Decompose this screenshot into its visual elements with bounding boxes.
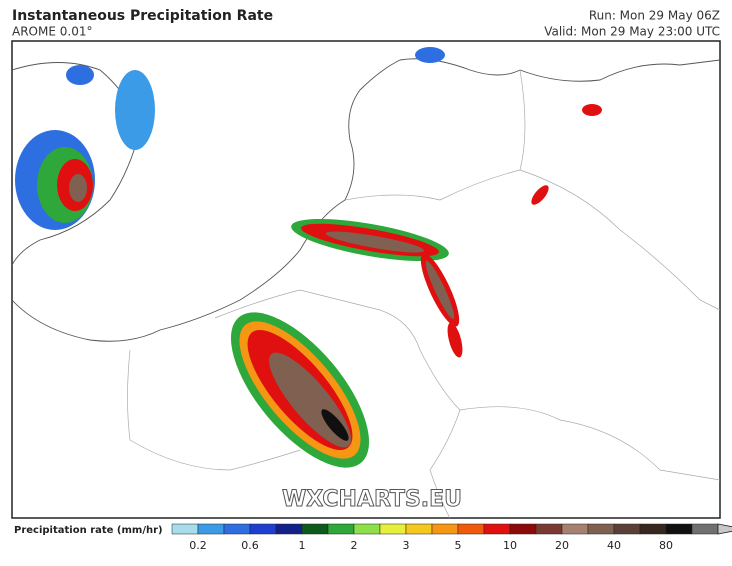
precipitation [15, 47, 602, 468]
run-time: Run: Mon 29 May 06Z [589, 9, 720, 23]
colorbar-tick-label: 0.6 [241, 539, 259, 552]
colorbar-swatch [509, 523, 537, 535]
colorbar-swatch [275, 523, 303, 535]
coastlines [11, 58, 721, 342]
colorbar-swatch [171, 523, 199, 535]
colorbar-tick-label: 5 [455, 539, 462, 552]
legend-label: Precipitation rate (mm/hr) [14, 525, 163, 536]
colorbar-tick-label: 20 [555, 539, 569, 552]
colorbar-swatch [483, 523, 511, 535]
colorbar-arrow [717, 523, 732, 535]
colorbar-tick-label: 80 [659, 539, 673, 552]
borders [127, 69, 721, 519]
colorbar-tick-label: 3 [403, 539, 410, 552]
colorbar-swatch [535, 523, 563, 535]
colorbar-swatch [431, 523, 459, 535]
watermark: WXCHARTS.EU [282, 487, 462, 512]
colorbar-swatch [197, 523, 225, 535]
colorbar-swatch [457, 523, 485, 535]
colorbar-tick-label: 0.2 [189, 539, 207, 552]
colorbar-tick-label: 10 [503, 539, 517, 552]
colorbar-swatch [587, 523, 615, 535]
colorbar-swatch [379, 523, 407, 535]
valid-time: Valid: Mon 29 May 23:00 UTC [544, 25, 720, 39]
title: Instantaneous Precipitation Rate [12, 8, 273, 24]
colorbar-swatch [353, 523, 381, 535]
colorbar-swatch [639, 523, 667, 535]
colorbar-swatch [665, 523, 693, 535]
colorbar-tick-label: 40 [607, 539, 621, 552]
colorbar-swatch [613, 523, 641, 535]
colorbar-tick-label: 1 [299, 539, 306, 552]
map: WXCHARTS.EU [11, 40, 721, 519]
colorbar-swatch [301, 523, 329, 535]
colorbar-swatch [327, 523, 355, 535]
subtitle: AROME 0.01° [12, 25, 92, 39]
colorbar-swatch [691, 523, 719, 535]
legend: Precipitation rate (mm/hr) 0.2 0.6 1 2 3 5 10 2… [14, 523, 732, 552]
colorbar-swatch [405, 523, 433, 535]
colorbar-tick-label: 2 [351, 539, 358, 552]
colorbar-swatch [223, 523, 251, 535]
colorbar-swatch [561, 523, 589, 535]
colorbar-swatch [249, 523, 277, 535]
